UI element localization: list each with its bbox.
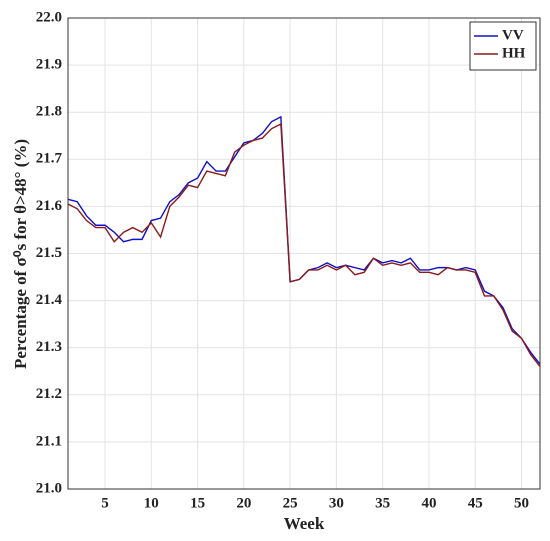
y-tick-label: 21.9 [36,57,62,73]
x-tick-label: 5 [101,495,109,511]
y-tick-label: 21.7 [36,151,63,167]
y-axis-label: Percentage of σ⁰s for θ>48° (%) [11,139,30,369]
y-tick-label: 21.5 [36,245,62,261]
x-tick-label: 35 [375,495,390,511]
plot-frame [67,17,541,490]
x-tick-label: 25 [283,495,298,511]
legend-label: HH [502,45,526,61]
legend-label: VV [502,27,524,43]
x-tick-label: 20 [236,495,251,511]
legend-box [469,21,537,71]
x-tick-label: 45 [468,495,483,511]
y-tick-label: 21.0 [36,480,62,496]
y-tick-label: 21.6 [36,198,63,214]
x-tick-label: 40 [421,495,436,511]
y-tick-label: 22.0 [36,9,62,25]
x-tick-label: 30 [329,495,344,511]
x-tick-label: 15 [190,495,205,511]
y-tick-label: 21.2 [36,386,62,402]
y-tick-label: 21.4 [36,292,63,308]
y-tick-label: 21.3 [36,339,62,355]
data-line [67,115,541,365]
y-tick-label: 21.1 [36,433,62,449]
y-tick-label: 21.8 [36,104,62,120]
legend: VV HH [469,21,537,71]
data-line [67,122,541,367]
x-tick-label: 50 [514,495,529,511]
x-tick-label: 10 [144,495,159,511]
x-axis-label: Week [284,514,325,533]
